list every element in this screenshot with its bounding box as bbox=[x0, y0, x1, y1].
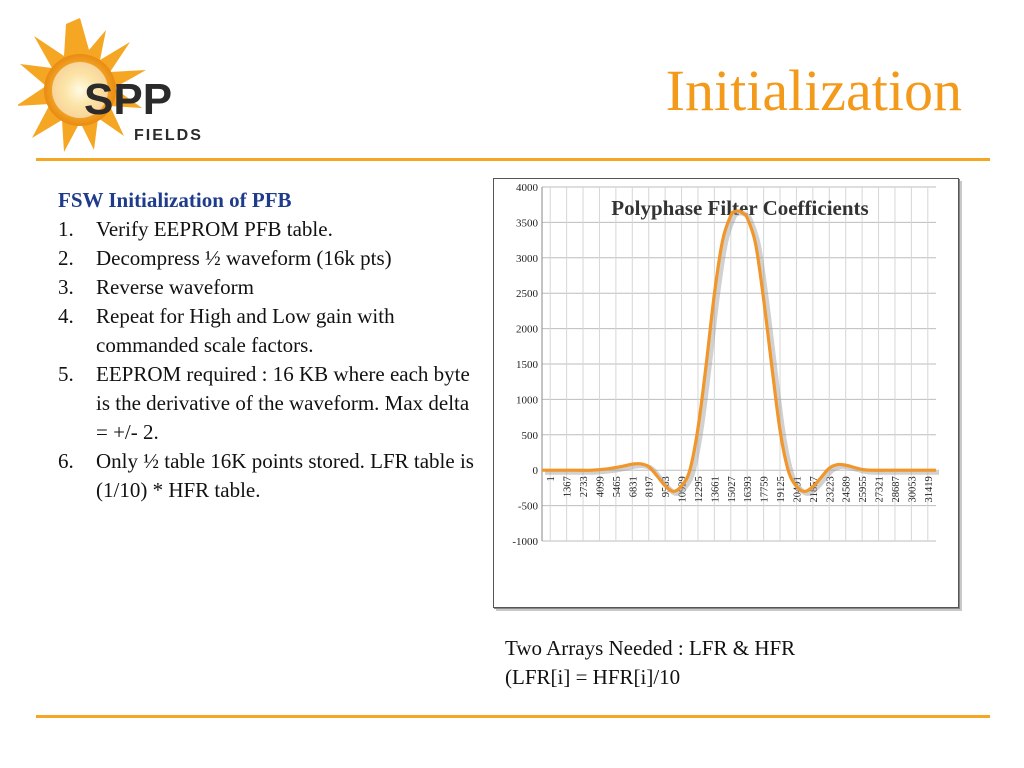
item-number: 5. bbox=[58, 361, 74, 386]
x-tick-label: 17759 bbox=[760, 476, 771, 502]
item-number: 2. bbox=[58, 245, 74, 270]
x-tick-label: 23223 bbox=[825, 476, 836, 502]
list-item: 1. Verify EEPROM PFB table. bbox=[58, 215, 478, 244]
x-tick-label: 5465 bbox=[612, 476, 623, 497]
bottom-divider bbox=[36, 715, 990, 718]
caption-line-2: (LFR[i] = HFR[i]/10 bbox=[505, 664, 681, 689]
steps-list: 1. Verify EEPROM PFB table. 2. Decompress … bbox=[58, 215, 478, 505]
polyphase-chart: 4000 3500 3000 2500 2000 1500 1000 500 0 -500 -100… bbox=[512, 182, 939, 548]
x-tick-label: 4099 bbox=[595, 476, 606, 497]
chart-caption: Two Arrays Needed : LFR & HFR (LFR[i] = … bbox=[505, 634, 795, 692]
x-tick-label: 19125 bbox=[776, 476, 787, 502]
x-tick-label: 6831 bbox=[628, 476, 639, 497]
y-tick-label: 3000 bbox=[516, 253, 539, 265]
y-tick-label: 2000 bbox=[516, 324, 539, 336]
y-tick-label: 3500 bbox=[516, 217, 539, 229]
x-tick-label: 30053 bbox=[907, 476, 918, 502]
list-item: 3. Reverse waveform bbox=[58, 273, 478, 302]
y-tick-label: 1500 bbox=[516, 359, 539, 371]
item-text: Decompress ½ waveform (16k pts) bbox=[96, 245, 392, 270]
logo-primary-text: SPP bbox=[84, 75, 172, 124]
item-text: Only ½ table 16K points stored. LFR tabl… bbox=[96, 448, 474, 502]
y-tick-label: -500 bbox=[518, 501, 539, 513]
x-tick-label: 1367 bbox=[563, 476, 574, 497]
x-tick-label: 10929 bbox=[678, 476, 689, 502]
list-item: 5. EEPROM required : 16 KB where each byt… bbox=[58, 360, 478, 447]
slide-title: Initialization bbox=[665, 58, 962, 123]
list-item: 4. Repeat for High and Low gain with comm… bbox=[58, 302, 478, 360]
y-tick-label: -1000 bbox=[512, 536, 538, 548]
logo-secondary-text: FIELDS bbox=[134, 127, 203, 144]
y-tick-label: 4000 bbox=[516, 182, 539, 194]
x-tick-label: 27321 bbox=[875, 476, 886, 502]
sun-logo-icon: SPP FIELDS bbox=[16, 18, 203, 152]
x-tick-label: 15027 bbox=[727, 476, 738, 502]
chart-frame: 4000 3500 3000 2500 2000 1500 1000 500 0 -500 -100… bbox=[493, 178, 959, 608]
item-text: Verify EEPROM PFB table. bbox=[96, 216, 333, 241]
x-tick-label: 21857 bbox=[809, 476, 820, 502]
item-number: 6. bbox=[58, 448, 74, 473]
x-tick-label: 1 bbox=[546, 476, 557, 481]
y-tick-label: 500 bbox=[522, 430, 539, 442]
chart-title: Polyphase Filter Coefficients bbox=[611, 196, 868, 220]
x-tick-label: 8197 bbox=[645, 476, 656, 497]
y-tick-label: 1000 bbox=[516, 394, 539, 406]
x-tick-label: 16393 bbox=[743, 476, 754, 502]
item-text: EEPROM required : 16 KB where each byte … bbox=[96, 361, 470, 444]
y-tick-label: 2500 bbox=[516, 288, 539, 300]
item-number: 1. bbox=[58, 216, 74, 241]
series-shadow bbox=[544, 210, 939, 496]
list-item: 2. Decompress ½ waveform (16k pts) bbox=[58, 244, 478, 273]
x-tick-label: 12295 bbox=[694, 476, 705, 502]
x-tick-label: 13661 bbox=[710, 476, 721, 502]
y-tick-label: 0 bbox=[533, 465, 539, 477]
item-text: Reverse waveform bbox=[96, 274, 255, 299]
section-heading: FSW Initialization of PFB bbox=[58, 188, 292, 212]
x-tick-label: 25955 bbox=[858, 476, 869, 502]
item-text: Repeat for High and Low gain with comman… bbox=[96, 303, 395, 357]
x-tick-label: 24589 bbox=[842, 476, 853, 502]
top-divider bbox=[36, 158, 990, 161]
x-tick-label: 31419 bbox=[924, 476, 935, 502]
x-tick-label: 28687 bbox=[891, 476, 902, 502]
series-line bbox=[541, 209, 936, 494]
body-content: FSW Initialization of PFB 1. Verify EEPRO… bbox=[58, 186, 478, 505]
caption-line-1: Two Arrays Needed : LFR & HFR bbox=[505, 636, 796, 660]
list-item: 6. Only ½ table 16K points stored. LFR ta… bbox=[58, 447, 478, 505]
item-number: 4. bbox=[58, 303, 74, 328]
x-tick-label: 2733 bbox=[579, 476, 590, 497]
item-number: 3. bbox=[58, 274, 74, 299]
spp-fields-logo: SPP FIELDS bbox=[16, 14, 238, 154]
